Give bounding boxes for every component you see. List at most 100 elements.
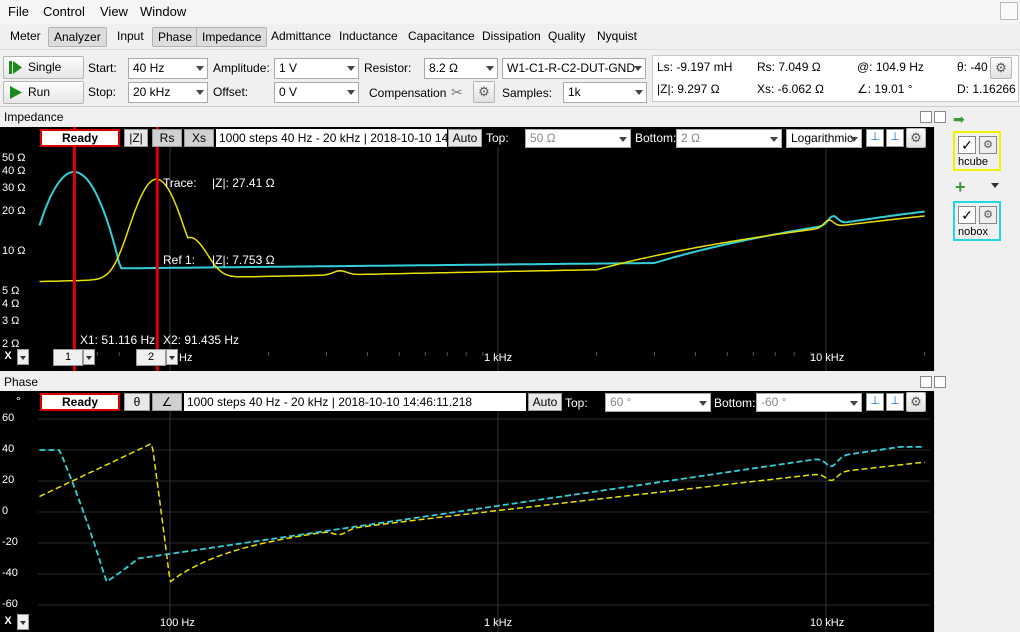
tab-meter[interactable]: Meter <box>10 29 41 43</box>
z-xtick-1k: 1 kHz <box>484 352 513 364</box>
stop-select[interactable]: 20 kHz <box>128 82 208 103</box>
marker-1-dropdown[interactable] <box>83 349 95 365</box>
add-channel-icon[interactable]: + <box>955 177 966 197</box>
amplitude-select[interactable]: 1 V <box>274 58 359 79</box>
run-label: Run <box>28 85 51 99</box>
float-panel-button[interactable] <box>920 376 932 388</box>
marker-tool-icon[interactable]: ⊥ <box>866 393 884 411</box>
channel-enable-checkbox[interactable]: ✓ <box>958 206 976 224</box>
scale-select[interactable]: Logarithmic <box>786 129 862 148</box>
tab-analyzer[interactable]: Analyzer <box>48 27 107 47</box>
phase-y-unit: ° <box>16 394 21 408</box>
compensation-label: Compensation <box>369 86 447 100</box>
tab-impedance[interactable]: Impedance <box>196 27 268 47</box>
phase-bottom-label: Bottom: <box>714 396 756 410</box>
readout-settings-button[interactable]: ⚙ <box>990 57 1012 79</box>
chevron-down-icon <box>770 137 778 142</box>
marker-2-dropdown[interactable] <box>166 349 178 365</box>
marker-1-button[interactable]: 1 <box>53 349 83 366</box>
impedance-auto-button[interactable]: Auto <box>448 129 482 147</box>
z-x-axis-dropdown[interactable] <box>17 349 29 365</box>
samples-select[interactable]: 1k <box>563 82 647 103</box>
resistor-value: 8.2 Ω <box>429 61 458 75</box>
scale-value: Logarithmic <box>791 131 854 145</box>
impedance-settings-button[interactable]: ⚙ <box>906 128 926 148</box>
menu-control[interactable]: Control <box>43 4 85 19</box>
phase-top-select[interactable]: 60 ° <box>605 393 711 412</box>
phase-auto-button[interactable]: Auto <box>528 393 562 411</box>
menu-view[interactable]: View <box>100 4 128 19</box>
chevron-down-icon[interactable] <box>991 183 999 188</box>
float-panel-button[interactable] <box>920 111 932 123</box>
tab-quality[interactable]: Quality <box>548 29 586 43</box>
readout-panel <box>652 55 1019 102</box>
close-panel-button[interactable] <box>934 376 946 388</box>
phase-top-value: 60 ° <box>610 395 632 409</box>
gear-icon[interactable]: ⚙ <box>979 206 997 224</box>
readout-z: |Z|: 9.297 Ω <box>657 82 720 96</box>
tab-admittance[interactable]: Admittance <box>271 29 332 43</box>
arrow-right-icon[interactable]: ➡ <box>953 111 965 127</box>
tab-inductance[interactable]: Inductance <box>339 29 398 43</box>
impedance-bottom-select[interactable]: 2 Ω <box>676 129 782 148</box>
close-panel-button[interactable] <box>934 111 946 123</box>
impedance-scrollbar[interactable] <box>934 127 946 371</box>
mode-select[interactable]: W1-C1-R-C2-DUT-GND <box>502 58 646 79</box>
angle-button[interactable]: ∠ <box>152 393 182 411</box>
channel-enable-checkbox[interactable]: ✓ <box>958 136 976 154</box>
p-x-axis-button[interactable]: X <box>0 614 16 631</box>
impedance-top-select[interactable]: 50 Ω <box>525 129 631 148</box>
marker-tool-icon[interactable]: ⊥ <box>866 129 884 147</box>
phase-plot[interactable] <box>0 391 934 632</box>
phase-bottom-select[interactable]: -60 ° <box>756 393 862 412</box>
channel-nobox[interactable]: ✓ ⚙ nobox <box>953 201 1001 241</box>
readout-frequency: @: 104.9 Hz <box>857 60 924 74</box>
z-magnitude-button[interactable]: |Z| <box>124 129 148 147</box>
start-select[interactable]: 40 Hz <box>128 58 208 79</box>
impedance-title: Impedance <box>4 110 64 124</box>
impedance-bottom-value: 2 Ω <box>681 131 700 145</box>
tab-dissipation[interactable]: Dissipation <box>482 29 541 43</box>
marker-2-button[interactable]: 2 <box>136 349 166 366</box>
play-icon <box>10 86 22 99</box>
single-step-icon <box>9 61 22 74</box>
menu-file[interactable]: File <box>8 4 29 19</box>
phase-scrollbar[interactable] <box>934 391 946 632</box>
view-tab-bar: Meter Analyzer Input Phase Impedance Adm… <box>0 24 1020 50</box>
compensation-settings-button[interactable]: ⚙ <box>473 81 495 103</box>
resistor-select[interactable]: 8.2 Ω <box>424 58 498 79</box>
single-button[interactable]: Single <box>3 56 84 79</box>
theta-button[interactable]: θ <box>124 393 150 411</box>
rs-button[interactable]: Rs <box>152 129 182 147</box>
phase-settings-button[interactable]: ⚙ <box>906 392 926 412</box>
readout-angle: ∠: 19.01 ° <box>857 82 913 96</box>
p-ytick-0: 60 <box>2 412 15 424</box>
reference-tool-icon[interactable]: ⊥ <box>886 129 904 147</box>
nobox-phase-trace <box>39 446 925 583</box>
chevron-down-icon <box>699 401 707 406</box>
tab-input[interactable]: Input <box>117 29 144 43</box>
menu-window[interactable]: Window <box>140 4 187 19</box>
impedance-plot[interactable] <box>0 127 934 371</box>
channel-sidebar: ➡ ✓ ⚙ hcube + ✓ ⚙ nobox <box>947 107 1020 632</box>
xs-button[interactable]: Xs <box>184 129 214 147</box>
offset-select[interactable]: 0 V <box>274 82 359 103</box>
gear-icon[interactable]: ⚙ <box>979 136 997 154</box>
compensation-tool-icon[interactable]: ✂ <box>451 84 463 100</box>
run-button[interactable]: Run <box>3 81 84 104</box>
samples-value: 1k <box>568 85 581 99</box>
tab-phase[interactable]: Phase <box>152 27 199 47</box>
tab-capacitance[interactable]: Capacitance <box>408 29 475 43</box>
restore-window-button[interactable] <box>1000 2 1018 20</box>
offset-label: Offset: <box>213 85 249 99</box>
channel-hcube[interactable]: ✓ ⚙ hcube <box>953 131 1001 171</box>
p-x-axis-dropdown[interactable] <box>17 614 29 630</box>
start-value: 40 Hz <box>133 61 165 75</box>
resistor-label: Resistor: <box>364 61 412 75</box>
chevron-down-icon <box>486 66 494 71</box>
z-x-axis-button[interactable]: X <box>0 349 16 366</box>
reference-tool-icon[interactable]: ⊥ <box>886 393 904 411</box>
readout-d: D: 1.16266 <box>957 82 1016 96</box>
impedance-top-label: Top: <box>486 131 509 145</box>
tab-nyquist[interactable]: Nyquist <box>597 29 638 43</box>
